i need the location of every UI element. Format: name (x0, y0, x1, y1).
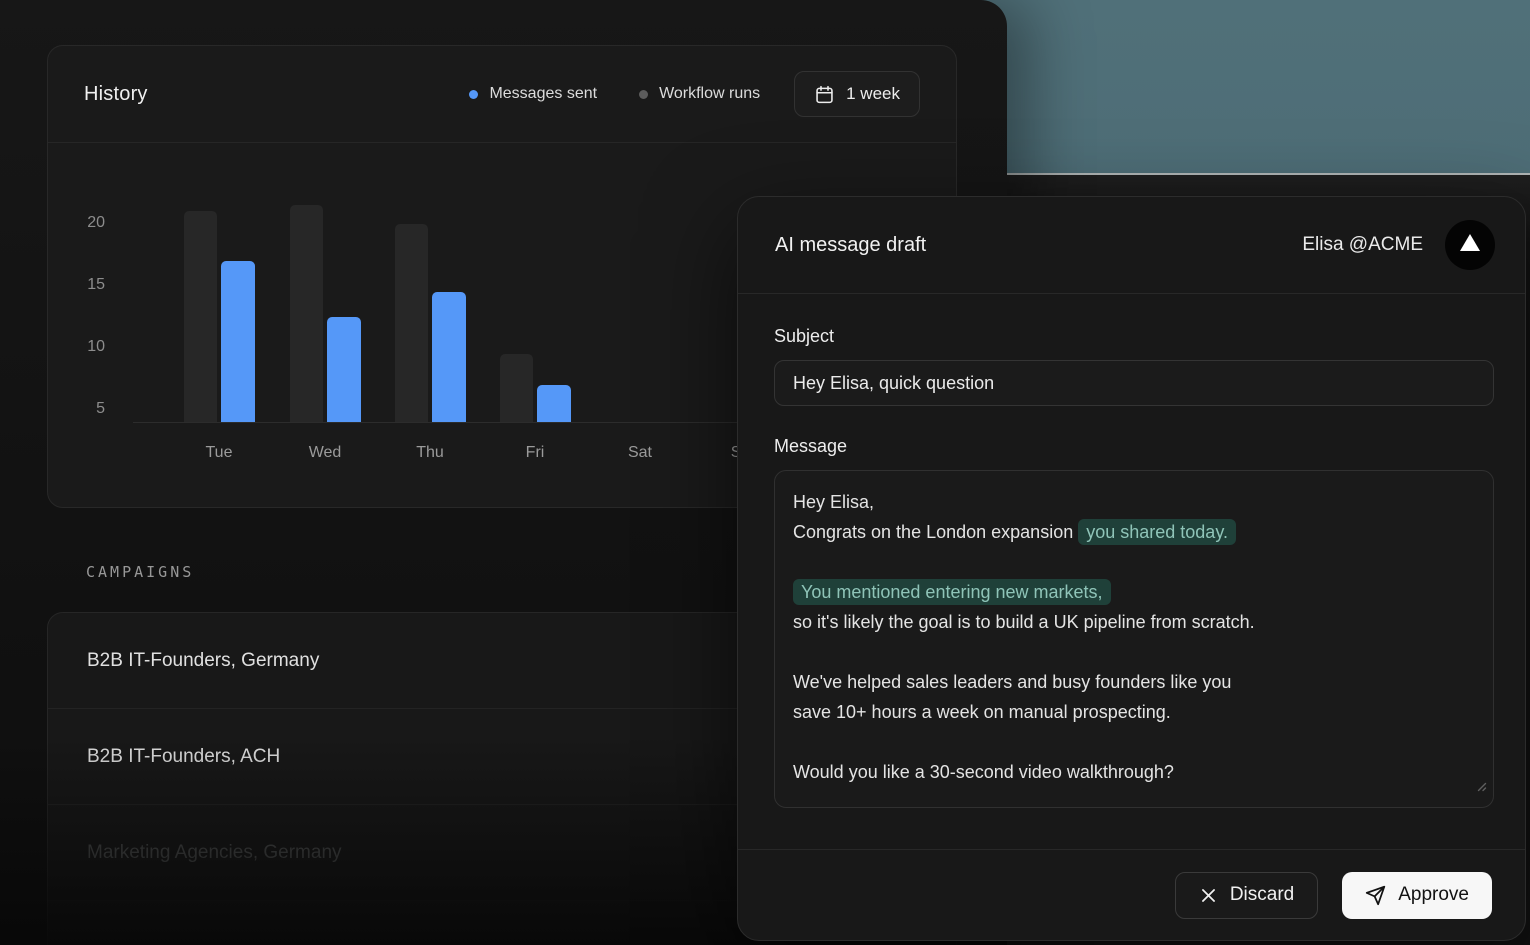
subject-label: Subject (774, 326, 835, 346)
message-textarea[interactable]: Hey Elisa, Congrats on the London expansi… (774, 470, 1494, 808)
highlighted-text: You mentioned entering new markets, (793, 579, 1111, 605)
chart-bar (500, 354, 533, 422)
message-label: Message (774, 436, 848, 456)
modal-footer: Discard Approve (738, 849, 1525, 940)
resize-handle-icon[interactable] (1473, 771, 1487, 801)
y-axis-tick: 15 (87, 275, 105, 293)
recipient-label: Elisa @ACME (1302, 234, 1423, 255)
message-line: Would you like a 30-second video walkthr… (793, 757, 1475, 787)
close-icon (1199, 886, 1218, 905)
y-axis-tick: 5 (96, 399, 105, 417)
message-text: so it's likely the goal is to build a UK… (793, 612, 1255, 632)
modal-header: AI message draft Elisa @ACME (738, 197, 1525, 294)
modal-body: Subject Message Hey Elisa, Congrats on th… (738, 294, 1525, 808)
x-axis-label: Wed (308, 444, 342, 461)
chart-bar (184, 211, 217, 422)
subject-input[interactable] (774, 360, 1494, 406)
chart-plot: 5101520TueWedThuFriSatSun (48, 143, 956, 509)
message-line: Hey Elisa, (793, 487, 1475, 517)
ai-message-draft-modal: AI message draft Elisa @ACME Subject Mes… (737, 196, 1526, 941)
message-line: Congrats on the London expansion you sha… (793, 517, 1475, 547)
chart-bar (290, 205, 323, 422)
message-line: save 10+ hours a week on manual prospect… (793, 697, 1475, 727)
discard-label: Discard (1229, 884, 1295, 905)
history-title: History (84, 82, 148, 105)
legend-dot-icon (469, 89, 479, 99)
chart-bar (395, 224, 428, 422)
triangle-up-icon (1459, 233, 1481, 257)
x-axis-label: Tue (205, 444, 233, 461)
message-text: save 10+ hours a week on manual prospect… (793, 702, 1171, 722)
message-line: We've helped sales leaders and busy foun… (793, 667, 1475, 697)
message-line (793, 637, 1475, 667)
legend-label: Messages sent (489, 85, 598, 102)
x-axis-label: Thu (416, 444, 444, 461)
history-card-header: History Messages sent Workflow runs 1 wee… (48, 46, 956, 143)
campaign-name: B2B IT-Founders, Germany (87, 649, 320, 671)
y-axis-tick: 20 (87, 213, 105, 231)
date-range-button[interactable]: 1 week (794, 71, 920, 117)
modal-title: AI message draft (775, 233, 927, 256)
message-text: Hey Elisa, (793, 492, 875, 512)
message-text: Would you like a 30-second video walkthr… (793, 762, 1174, 782)
legend-item-0[interactable]: Messages sent (469, 85, 597, 103)
campaign-name: B2B IT-Founders, ACH (87, 745, 281, 767)
y-axis-tick: 10 (87, 337, 105, 355)
approve-label: Approve (1398, 884, 1469, 905)
campaigns-section-label: CAMPAIGNS (86, 563, 195, 581)
message-line (793, 547, 1475, 577)
date-range-label: 1 week (846, 84, 900, 103)
campaign-row[interactable]: B2B IT-Founders, Germany (48, 613, 956, 709)
message-text: Congrats on the London expansion (793, 522, 1079, 542)
chart-baseline (133, 422, 926, 423)
legend-dot-icon (639, 89, 649, 99)
chart-legend: Messages sent Workflow runs (469, 85, 760, 103)
highlighted-text: you shared today. (1078, 519, 1236, 545)
send-icon (1365, 885, 1386, 906)
legend-item-1[interactable]: Workflow runs (639, 85, 760, 103)
chart-bar (432, 292, 466, 422)
chart-bar (537, 385, 571, 422)
x-axis-label: Fri (525, 444, 545, 461)
legend-label: Workflow runs (659, 85, 761, 102)
message-line: You mentioned entering new markets, (793, 577, 1475, 607)
x-axis-label: Sat (627, 444, 652, 461)
chart-bar (221, 261, 255, 422)
avatar (1445, 220, 1495, 270)
message-line: so it's likely the goal is to build a UK… (793, 607, 1475, 637)
message-lines: Hey Elisa, Congrats on the London expansi… (793, 487, 1475, 787)
chart-bar (327, 317, 361, 422)
calendar-icon (814, 84, 835, 105)
discard-button[interactable]: Discard (1174, 871, 1319, 919)
message-line (793, 727, 1475, 757)
message-text: We've helped sales leaders and busy foun… (793, 672, 1232, 692)
campaign-name: Marketing Agencies, Germany (87, 841, 342, 863)
approve-button[interactable]: Approve (1342, 871, 1492, 919)
